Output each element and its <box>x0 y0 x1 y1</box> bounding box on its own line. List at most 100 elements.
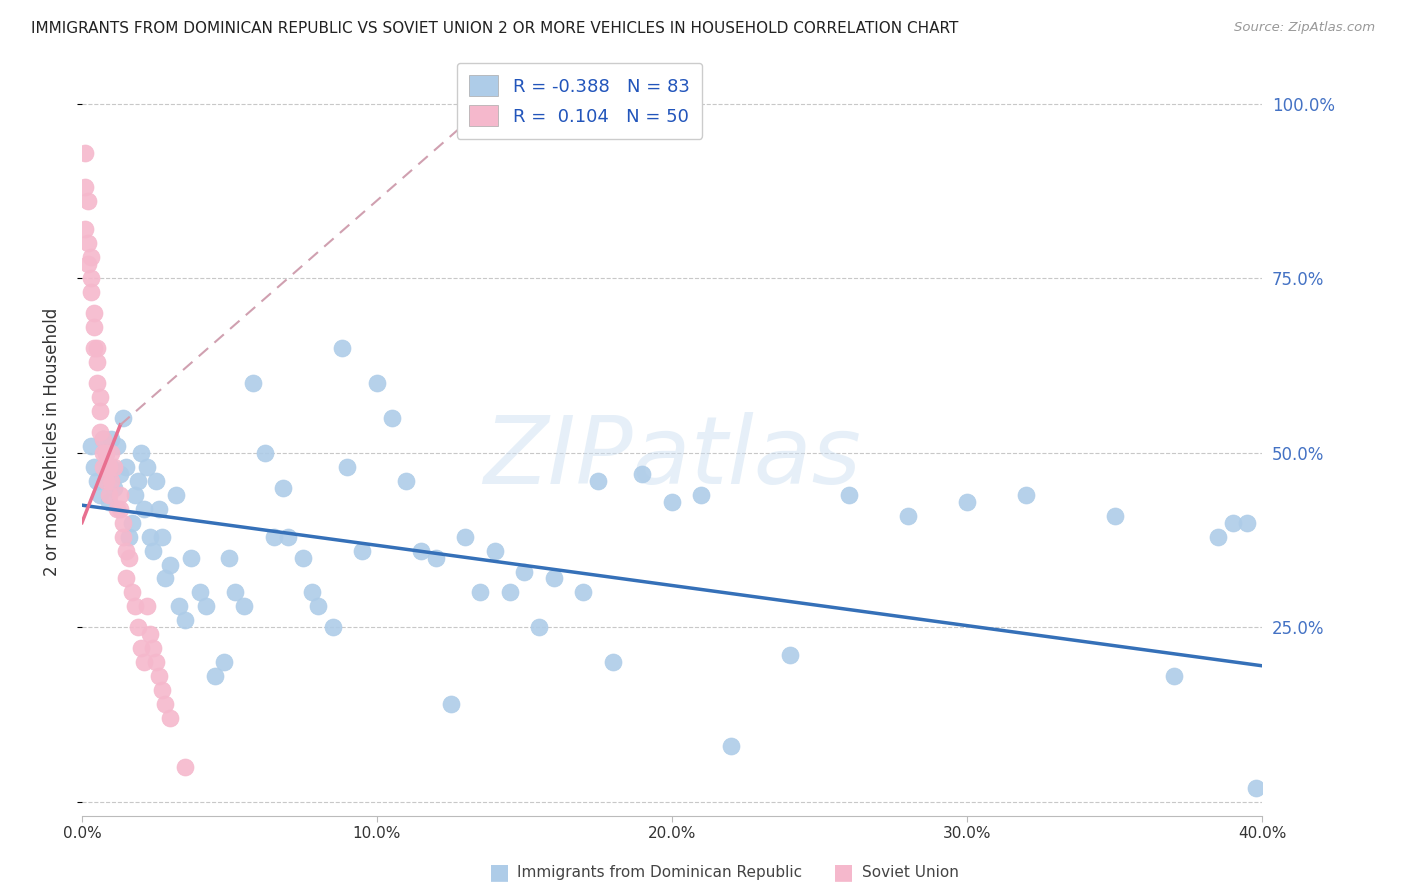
Point <box>150 683 173 698</box>
Point <box>484 543 506 558</box>
Point <box>336 459 359 474</box>
Text: ■: ■ <box>489 863 509 882</box>
Point <box>86 355 108 369</box>
Point <box>194 599 217 614</box>
Point <box>174 760 197 774</box>
Point <box>91 446 114 460</box>
Point <box>425 550 447 565</box>
Point <box>100 474 122 488</box>
Point <box>80 285 103 300</box>
Point <box>110 501 132 516</box>
Point <box>838 488 860 502</box>
Point <box>105 439 128 453</box>
Point <box>1163 669 1185 683</box>
Point <box>148 669 170 683</box>
Point <box>366 376 388 390</box>
Point <box>661 494 683 508</box>
Point <box>159 711 181 725</box>
Point <box>165 488 187 502</box>
Point <box>89 425 111 439</box>
Point <box>124 488 146 502</box>
Text: ■: ■ <box>834 863 853 882</box>
Point <box>97 459 120 474</box>
Point <box>115 572 138 586</box>
Point <box>572 585 595 599</box>
Point <box>233 599 256 614</box>
Point <box>330 341 353 355</box>
Point <box>83 320 105 334</box>
Point <box>94 446 117 460</box>
Text: Immigrants from Dominican Republic: Immigrants from Dominican Republic <box>517 865 803 880</box>
Point <box>322 620 344 634</box>
Point <box>212 655 235 669</box>
Point <box>100 459 122 474</box>
Point <box>83 341 105 355</box>
Point <box>395 474 418 488</box>
Point <box>110 488 132 502</box>
Point <box>112 516 135 530</box>
Point <box>440 697 463 711</box>
Point <box>242 376 264 390</box>
Point <box>73 180 96 194</box>
Point <box>174 614 197 628</box>
Point <box>100 446 122 460</box>
Point <box>411 543 433 558</box>
Point <box>76 236 98 251</box>
Point <box>91 432 114 446</box>
Point <box>97 494 120 508</box>
Point <box>86 376 108 390</box>
Text: IMMIGRANTS FROM DOMINICAN REPUBLIC VS SOVIET UNION 2 OR MORE VEHICLES IN HOUSEHO: IMMIGRANTS FROM DOMINICAN REPUBLIC VS SO… <box>31 21 959 36</box>
Point <box>1015 488 1038 502</box>
Point <box>142 641 165 656</box>
Point <box>224 585 246 599</box>
Point <box>73 145 96 160</box>
Y-axis label: 2 or more Vehicles in Household: 2 or more Vehicles in Household <box>44 309 60 576</box>
Point <box>153 697 176 711</box>
Point <box>271 481 294 495</box>
Point <box>91 459 114 474</box>
Point <box>1222 516 1244 530</box>
Point <box>499 585 522 599</box>
Point <box>94 474 117 488</box>
Point <box>89 488 111 502</box>
Text: ZIPatlas: ZIPatlas <box>484 412 860 503</box>
Point <box>180 550 202 565</box>
Point <box>80 250 103 264</box>
Point <box>352 543 374 558</box>
Point <box>103 481 125 495</box>
Point <box>132 501 155 516</box>
Point <box>188 585 211 599</box>
Point <box>135 459 157 474</box>
Point <box>118 530 141 544</box>
Point <box>543 572 565 586</box>
Point <box>897 508 920 523</box>
Point <box>127 474 149 488</box>
Point <box>135 599 157 614</box>
Point <box>153 572 176 586</box>
Point <box>86 474 108 488</box>
Point <box>145 655 167 669</box>
Point <box>204 669 226 683</box>
Point <box>307 599 329 614</box>
Point <box>73 222 96 236</box>
Point <box>277 530 299 544</box>
Point <box>602 655 624 669</box>
Point <box>292 550 315 565</box>
Point <box>169 599 191 614</box>
Point <box>142 543 165 558</box>
Point <box>94 467 117 481</box>
Point <box>105 501 128 516</box>
Point <box>112 530 135 544</box>
Point <box>470 585 492 599</box>
Point <box>80 439 103 453</box>
Point <box>100 432 122 446</box>
Point <box>586 474 609 488</box>
Point <box>159 558 181 572</box>
Point <box>124 599 146 614</box>
Point <box>121 585 143 599</box>
Point <box>1244 780 1267 795</box>
Point <box>139 627 162 641</box>
Point <box>720 739 742 753</box>
Point <box>1104 508 1126 523</box>
Point <box>779 648 801 663</box>
